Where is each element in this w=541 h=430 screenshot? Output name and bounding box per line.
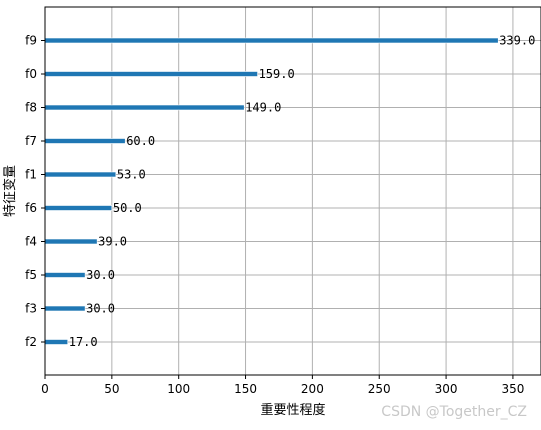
plot-frame: [44, 6, 541, 376]
bar: [44, 171, 117, 178]
data-label: 17.0: [69, 335, 98, 349]
y-tick-label: f4: [25, 235, 37, 249]
data-label: 39.0: [98, 235, 127, 249]
bar: [44, 339, 69, 345]
bar-layer: [44, 37, 499, 345]
x-tick-label: 200: [301, 382, 324, 396]
watermark: CSDN @Together_CZ: [381, 404, 527, 420]
y-tick-label: f2: [25, 335, 37, 349]
x-tick-label: 250: [368, 382, 391, 396]
x-tick-label: 350: [501, 382, 524, 396]
y-tick-label: f1: [25, 168, 37, 182]
data-label: 339.0: [499, 34, 535, 48]
y-tick-label: f8: [25, 101, 37, 115]
data-label: 159.0: [259, 67, 295, 81]
x-tick-label: 100: [167, 382, 190, 396]
bar: [44, 104, 245, 111]
bar: [44, 71, 258, 77]
bar: [44, 272, 86, 278]
data-label: 30.0: [86, 268, 115, 282]
y-tick-label: f7: [25, 134, 37, 148]
y-tick-label: f3: [25, 302, 37, 316]
x-axis-title: 重要性程度: [260, 402, 325, 418]
x-axis-ticks: 0 50 100 150 200 250 300 350: [41, 375, 524, 396]
x-tick-label: 50: [104, 382, 119, 396]
bar: [44, 138, 126, 144]
x-tick-label: 0: [41, 382, 49, 396]
bar: [44, 205, 113, 211]
data-label: 30.0: [86, 302, 115, 316]
x-tick-label: 150: [234, 382, 257, 396]
data-label: 50.0: [113, 201, 142, 215]
x-tick-label: 300: [435, 382, 458, 396]
y-tick-label: f9: [25, 34, 37, 48]
y-axis-ticks: f2 f3 f5 f4 f6 f1 f7 f8 f0 f9: [25, 34, 45, 349]
bar: [44, 37, 499, 44]
y-tick-label: f6: [25, 201, 37, 215]
y-tick-label: f5: [25, 268, 37, 282]
data-label: 53.0: [117, 168, 146, 182]
grid-layer: [44, 7, 541, 375]
data-labels: 17.0 30.0 30.0 39.0 50.0 53.0 60.0 149.0 159.0 33…: [69, 34, 536, 350]
data-label: 60.0: [126, 134, 155, 148]
bar: [44, 238, 98, 245]
y-axis-title: 特征变量: [2, 165, 18, 217]
y-tick-label: f0: [25, 67, 37, 81]
data-label: 149.0: [245, 101, 281, 115]
bar: [44, 305, 86, 312]
